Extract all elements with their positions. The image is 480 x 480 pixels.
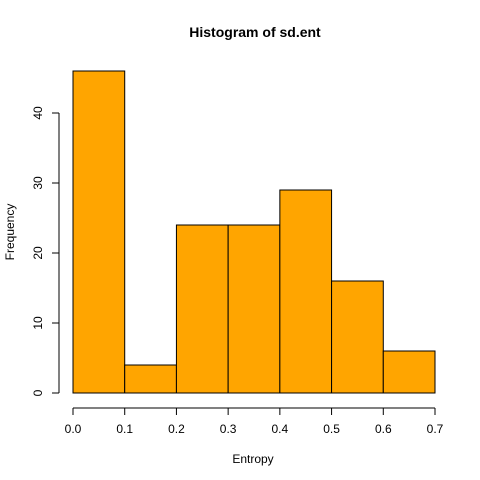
y-tick-label-4: 40: [31, 106, 45, 120]
x-axis: 0.0 0.1 0.2 0.3 0.4 0.5 0.6 0.7: [65, 407, 444, 436]
x-tick-label-3: 0.3: [220, 422, 237, 436]
y-tick-label-3: 30: [31, 176, 45, 190]
x-tick-label-5: 0.5: [323, 422, 340, 436]
x-axis-title: Entropy: [232, 452, 273, 466]
bars-group: [72, 70, 436, 394]
y-axis: 0 10 20 30 40: [31, 106, 60, 396]
histogram-bar-0: [72, 70, 126, 394]
x-tick-label-4: 0.4: [272, 422, 289, 436]
histogram-bar-2: [175, 224, 229, 394]
chart-title: Histogram of sd.ent: [189, 24, 321, 40]
x-tick-label-6: 0.6: [375, 422, 392, 436]
y-tick-label-2: 20: [31, 246, 45, 260]
histogram-bar-5: [331, 280, 384, 394]
y-axis-title: Frequency: [3, 204, 17, 261]
y-tick-label-1: 10: [31, 316, 45, 330]
histogram-bar-3: [227, 224, 281, 394]
histogram-bar-1: [124, 364, 177, 394]
x-tick-label-7: 0.7: [427, 422, 444, 436]
x-tick-label-1: 0.1: [116, 422, 133, 436]
x-tick-label-2: 0.2: [168, 422, 185, 436]
histogram-bar-6: [382, 350, 436, 394]
histogram-bar-4: [279, 189, 333, 394]
y-tick-label-0: 0: [31, 389, 45, 396]
x-tick-label-0: 0.0: [65, 422, 82, 436]
